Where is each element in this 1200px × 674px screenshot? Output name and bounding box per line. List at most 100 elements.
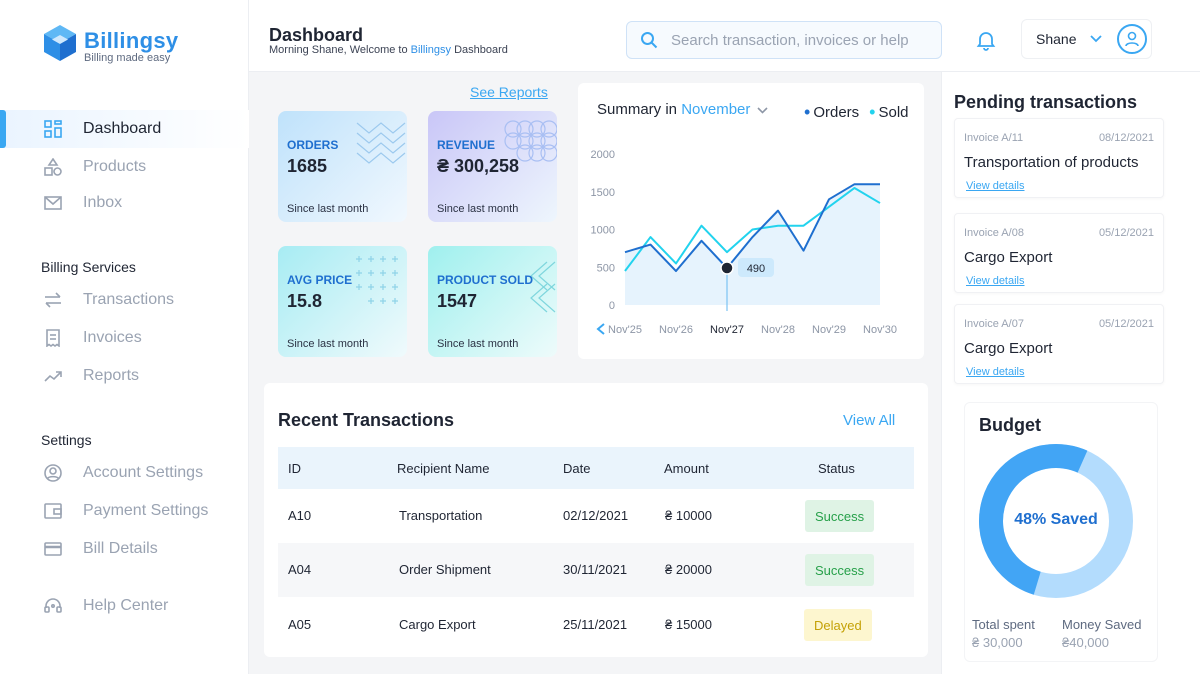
headset-icon [42, 595, 64, 617]
invoice-date: 05/12/2021 [1098, 318, 1154, 330]
recent-transactions-card: Recent Transactions View All ID Recipien… [264, 383, 928, 657]
settings-heading: Settings [41, 432, 92, 448]
stat-label: REVENUE [437, 138, 496, 152]
sidebar-item-help-center[interactable]: Help Center [0, 587, 249, 625]
legend-dot: • [804, 102, 811, 122]
sidebar-item-label: Dashboard [83, 120, 162, 137]
search-box[interactable] [626, 21, 942, 59]
view-details-link[interactable]: View details [966, 275, 1025, 287]
table-row[interactable]: A10 Transportation 02/12/2021 ₴ 10000 Su… [278, 489, 914, 543]
y-tick-label: 0 [609, 300, 615, 312]
pending-title: Cargo Export [964, 340, 1053, 357]
stat-subtext: Since last month [287, 338, 369, 350]
chevron-down-icon [756, 107, 768, 114]
column-header: Date [563, 461, 591, 476]
table-row[interactable]: A04 Order Shipment 30/11/2021 ₴ 20000 Su… [278, 543, 914, 597]
stat-label: PRODUCT SOLD [437, 273, 533, 287]
invoice-number: Invoice A/11 [964, 132, 1024, 144]
bell-icon[interactable] [975, 29, 997, 51]
column-header: ID [288, 461, 301, 476]
sidebar-item-label: Bill Details [83, 540, 158, 557]
stat-subtext: Since last month [437, 203, 519, 215]
sidebar-item-reports[interactable]: Reports [0, 357, 249, 395]
series-line-orders [624, 183, 880, 273]
invoice-number: Invoice A/07 [964, 318, 1024, 330]
cell-recipient: Cargo Export [399, 617, 476, 632]
cell-date: 02/12/2021 [563, 508, 629, 523]
sidebar-item-inbox[interactable]: Inbox [0, 184, 249, 222]
stat-card-avg-price[interactable]: AVG PRICE 15.8 Since last month [278, 246, 407, 357]
column-header: Amount [664, 461, 709, 476]
tooltip-box [738, 258, 774, 278]
table-row[interactable]: A05 Cargo Export 25/11/2021 ₴ 15000 Dela… [278, 598, 914, 652]
stat-value: 15.8 [287, 291, 323, 311]
mail-icon [42, 192, 64, 214]
budget-donut-chart [979, 444, 1133, 598]
sidebar-item-bill-details[interactable]: Bill Details [0, 530, 249, 568]
sidebar: Billingsy Billing made easy Dashboard Pr… [0, 0, 249, 674]
invoice-date: 05/12/2021 [1098, 227, 1154, 239]
see-reports-link[interactable]: See Reports [470, 84, 548, 100]
chevron-pattern-icon [530, 261, 556, 313]
view-all-link[interactable]: View All [843, 412, 896, 429]
shapes-icon [42, 156, 64, 178]
status-badge: Delayed [804, 609, 872, 641]
page-title: Dashboard [269, 25, 364, 45]
status-badge: Success [805, 500, 875, 532]
legend-sold: Sold [878, 104, 909, 121]
pending-item[interactable]: Invoice A/07 05/12/2021 Cargo Export Vie… [954, 304, 1164, 384]
sidebar-item-label: Inbox [83, 194, 123, 211]
sidebar-item-transactions[interactable]: Transactions [0, 281, 249, 319]
grid-icon [42, 118, 64, 140]
cell-id: A04 [288, 562, 312, 577]
stat-label: ORDERS [287, 138, 339, 152]
receipt-icon [42, 327, 64, 349]
series-line-sold [624, 186, 881, 272]
right-panel: Pending transactions Invoice A/11 08/12/… [941, 72, 1200, 674]
sidebar-item-payment-settings[interactable]: Payment Settings [0, 492, 249, 530]
stat-card-revenue[interactable]: REVENUE ₴ 300,258 Since last month [428, 111, 557, 222]
pending-item[interactable]: Invoice A/11 08/12/2021 Transportation o… [954, 118, 1164, 198]
sidebar-item-dashboard[interactable]: Dashboard [0, 110, 249, 148]
cell-amount: ₴ 15000 [665, 617, 712, 632]
summary-title[interactable]: Summary in November [597, 101, 768, 118]
stat-subtext: Since last month [287, 203, 369, 215]
arrows-swap-icon [42, 289, 64, 311]
invoice-number: Invoice A/08 [964, 227, 1024, 239]
pending-title: Transportation of products [964, 154, 1139, 171]
cell-recipient: Transportation [399, 508, 483, 523]
invoice-date: 08/12/2021 [1098, 132, 1154, 144]
sidebar-item-label: Reports [83, 367, 140, 384]
stat-value: ₴ 300,258 [437, 156, 520, 176]
card-icon [42, 538, 64, 560]
x-tick-label: Nov'29 [812, 324, 846, 336]
money-saved-label: Money Saved [1062, 617, 1142, 632]
total-spent-value: ₴ 30,000 [972, 635, 1023, 650]
cell-amount: ₴ 10000 [665, 508, 712, 523]
view-details-link[interactable]: View details [966, 366, 1025, 378]
sidebar-item-account-settings[interactable]: Account Settings [0, 454, 249, 492]
sidebar-item-label: Transactions [83, 291, 174, 308]
month-selector[interactable]: November [681, 101, 751, 118]
sidebar-item-products[interactable]: Products [0, 148, 249, 186]
billing-services-heading: Billing Services [41, 259, 136, 275]
chevron-left-icon[interactable] [596, 323, 606, 335]
stat-card-orders[interactable]: ORDERS 1685 Since last month [278, 111, 407, 222]
status-badge: Success [805, 554, 875, 586]
chart-legend: • Orders • Sold [804, 102, 909, 123]
view-details-link[interactable]: View details [966, 180, 1025, 192]
cell-recipient: Order Shipment [399, 562, 491, 577]
search-input[interactable] [671, 31, 931, 49]
brand-tagline: Billing made easy [84, 52, 171, 64]
pending-item[interactable]: Invoice A/08 05/12/2021 Cargo Export Vie… [954, 213, 1164, 293]
stat-card-product-sold[interactable]: PRODUCT SOLD 1547 Since last month [428, 246, 557, 357]
sidebar-item-invoices[interactable]: Invoices [0, 319, 249, 357]
orders-area [625, 184, 880, 305]
x-tick-label: Nov'27 [710, 324, 744, 336]
legend-dot: • [869, 102, 876, 122]
sidebar-item-label: Account Settings [83, 464, 204, 481]
y-tick-label: 2000 [591, 149, 615, 161]
avatar[interactable] [1117, 24, 1147, 54]
stat-subtext: Since last month [437, 338, 519, 350]
plus-pattern-icon [356, 256, 398, 304]
